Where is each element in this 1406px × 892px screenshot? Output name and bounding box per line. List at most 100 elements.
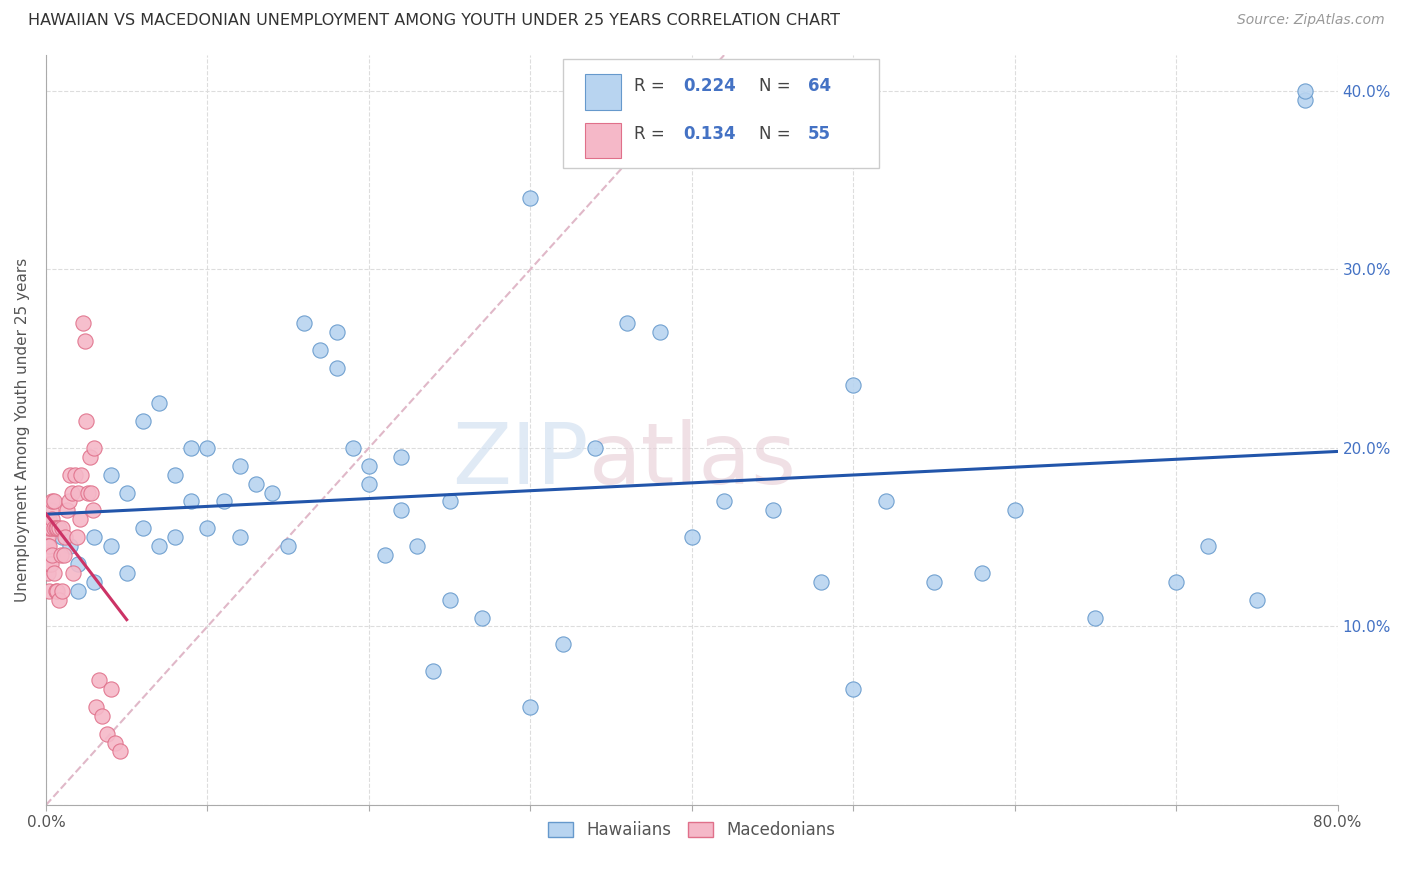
Text: 0.134: 0.134 <box>683 125 735 143</box>
Point <box>922 574 945 589</box>
Point <box>66 530 89 544</box>
Point <box>325 360 347 375</box>
Point <box>67 557 90 571</box>
Text: N =: N = <box>759 77 796 95</box>
Text: ZIP: ZIP <box>451 418 589 501</box>
Point <box>439 494 461 508</box>
Point <box>37 566 59 580</box>
Text: atlas: atlas <box>589 418 796 501</box>
Point <box>51 521 73 535</box>
Point <box>83 574 105 589</box>
Point <box>277 539 299 553</box>
Point <box>309 343 332 357</box>
Point <box>1294 93 1316 107</box>
Point <box>46 583 69 598</box>
Point <box>37 530 59 544</box>
Point <box>389 450 412 464</box>
Point <box>148 396 170 410</box>
Bar <box>585 74 621 110</box>
Point <box>810 574 832 589</box>
Point <box>842 378 865 392</box>
Text: 55: 55 <box>808 125 831 143</box>
Point <box>63 467 86 482</box>
Point <box>1198 539 1220 553</box>
Point <box>972 566 994 580</box>
Text: R =: R = <box>634 77 669 95</box>
Point <box>75 414 97 428</box>
Point <box>89 673 111 687</box>
Point <box>39 521 62 535</box>
Point <box>616 316 638 330</box>
Point <box>292 316 315 330</box>
Point <box>83 530 105 544</box>
Bar <box>585 123 621 158</box>
Point <box>100 467 122 482</box>
Point <box>41 494 63 508</box>
Point <box>42 521 65 535</box>
Point <box>37 548 59 562</box>
Point <box>104 735 127 749</box>
Point <box>842 681 865 696</box>
Point <box>713 494 735 508</box>
Point <box>70 467 93 482</box>
Point <box>67 485 90 500</box>
Point <box>60 485 83 500</box>
Point <box>41 512 63 526</box>
Text: R =: R = <box>634 125 669 143</box>
Point <box>1004 503 1026 517</box>
Point <box>325 325 347 339</box>
Point <box>67 583 90 598</box>
Point <box>110 744 132 758</box>
Point <box>77 485 100 500</box>
Point <box>59 539 82 553</box>
Point <box>180 494 202 508</box>
Point <box>875 494 897 508</box>
Point <box>471 610 494 624</box>
Point <box>45 521 67 535</box>
Point <box>46 521 69 535</box>
Point <box>1084 610 1107 624</box>
Point <box>53 530 76 544</box>
Point <box>389 503 412 517</box>
Point <box>38 512 60 526</box>
Point <box>165 530 187 544</box>
Point <box>42 494 65 508</box>
Point <box>180 441 202 455</box>
Point <box>72 316 94 330</box>
Point <box>1166 574 1188 589</box>
Point <box>96 726 118 740</box>
Point <box>165 467 187 482</box>
Point <box>51 530 73 544</box>
Point <box>519 191 541 205</box>
Point <box>100 539 122 553</box>
Point <box>48 521 70 535</box>
Point <box>1294 84 1316 98</box>
Point <box>357 476 380 491</box>
Point <box>42 521 65 535</box>
Point <box>73 334 96 348</box>
Point <box>100 681 122 696</box>
Point <box>357 458 380 473</box>
Point <box>228 530 250 544</box>
Point <box>260 485 283 500</box>
Point <box>115 566 138 580</box>
Point <box>82 503 104 517</box>
Point <box>132 521 155 535</box>
Point <box>56 503 79 517</box>
Point <box>62 566 84 580</box>
Point <box>38 521 60 535</box>
Point <box>197 521 219 535</box>
Point <box>37 521 59 535</box>
Text: 0.224: 0.224 <box>683 77 735 95</box>
Point <box>245 476 267 491</box>
Point <box>42 566 65 580</box>
Point <box>648 325 671 339</box>
Point <box>41 548 63 562</box>
Point <box>132 414 155 428</box>
Point <box>212 494 235 508</box>
Point <box>38 557 60 571</box>
Text: 64: 64 <box>808 77 831 95</box>
Point <box>91 708 114 723</box>
Point <box>148 539 170 553</box>
Point <box>79 450 101 464</box>
